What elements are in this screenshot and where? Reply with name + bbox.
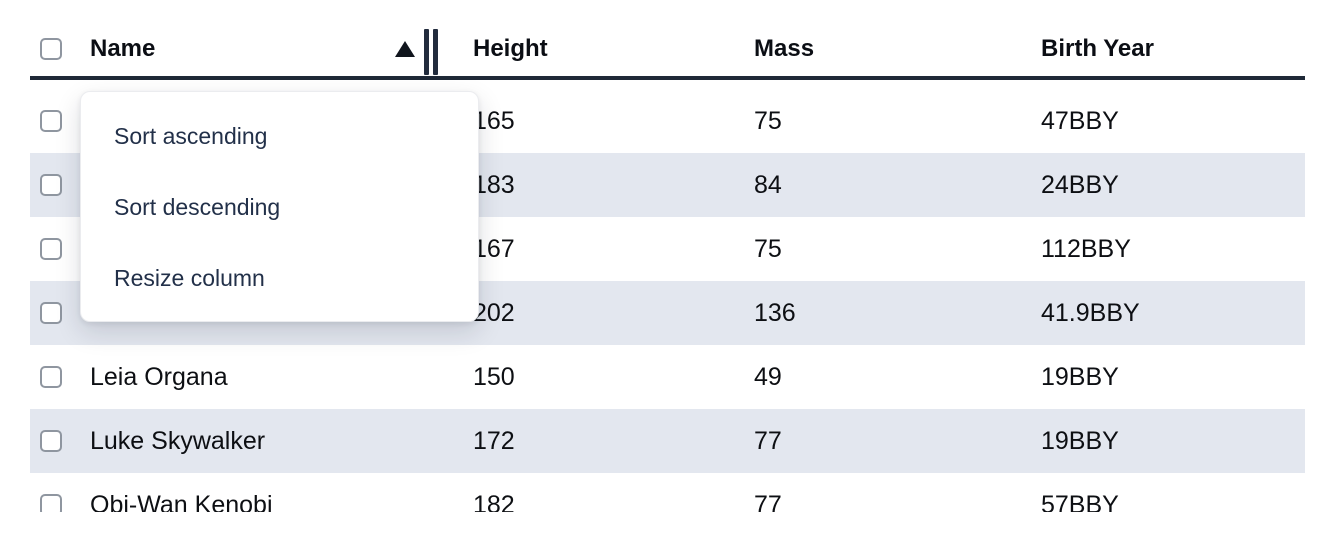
cell-mass: 75 — [754, 234, 782, 263]
cell-birth-year: 19BBY — [1041, 362, 1119, 391]
cell-mass: 75 — [754, 106, 782, 135]
cell-name: Luke Skywalker — [90, 426, 266, 455]
row-checkbox-cell — [30, 366, 90, 388]
cell-name: Leia Organa — [90, 362, 228, 391]
row-checkbox-cell — [30, 494, 90, 512]
column-context-menu: Sort ascending Sort descending Resize co… — [80, 91, 479, 322]
row-checkbox[interactable] — [40, 430, 62, 452]
cell-height: 182 — [473, 490, 515, 513]
cell-height: 202 — [473, 298, 515, 327]
cell-name: Obi-Wan Kenobi — [90, 490, 273, 513]
column-header-name[interactable]: Name — [90, 22, 473, 76]
column-header-birth-year[interactable]: Birth Year — [1041, 35, 1154, 62]
cell-mass: 49 — [754, 362, 782, 391]
row-checkbox[interactable] — [40, 238, 62, 260]
menu-item-resize-column[interactable]: Resize column — [114, 265, 265, 291]
cell-birth-year: 19BBY — [1041, 426, 1119, 455]
column-resize-handle[interactable] — [424, 29, 438, 75]
cell-height: 150 — [473, 362, 515, 391]
header-checkbox-cell — [30, 22, 90, 76]
row-checkbox-cell — [30, 174, 90, 196]
cell-birth-year: 47BBY — [1041, 106, 1119, 135]
row-checkbox-cell — [30, 430, 90, 452]
cell-height: 172 — [473, 426, 515, 455]
column-header-height[interactable]: Height — [473, 35, 548, 62]
table-row: Leia Organa 150 49 19BBY — [30, 345, 1305, 409]
cell-birth-year: 41.9BBY — [1041, 298, 1140, 327]
menu-item-sort-ascending[interactable]: Sort ascending — [114, 123, 268, 149]
cell-mass: 77 — [754, 490, 782, 513]
cell-height: 165 — [473, 106, 515, 135]
column-header-mass[interactable]: Mass — [754, 35, 815, 62]
cell-birth-year: 112BBY — [1041, 234, 1131, 263]
row-checkbox[interactable] — [40, 366, 62, 388]
row-checkbox[interactable] — [40, 110, 62, 132]
cell-height: 183 — [473, 170, 515, 199]
row-checkbox-cell — [30, 110, 90, 132]
row-checkbox-cell — [30, 302, 90, 324]
menu-item-sort-descending[interactable]: Sort descending — [114, 194, 281, 220]
row-checkbox[interactable] — [40, 494, 62, 512]
cell-mass: 136 — [754, 298, 796, 327]
cell-height: 167 — [473, 234, 515, 263]
row-checkbox[interactable] — [40, 174, 62, 196]
select-all-checkbox[interactable] — [40, 38, 62, 60]
cell-mass: 84 — [754, 170, 782, 199]
table-header-row: Name Height Mass Birth Year — [30, 0, 1305, 80]
table-row: Luke Skywalker 172 77 19BBY — [30, 409, 1305, 473]
row-checkbox-cell — [30, 238, 90, 260]
sort-ascending-triangle-icon — [395, 41, 415, 57]
cell-mass: 77 — [754, 426, 782, 455]
cell-birth-year: 24BBY — [1041, 170, 1119, 199]
column-header-name-label: Name — [90, 35, 156, 62]
cell-birth-year: 57BBY — [1041, 490, 1119, 513]
row-checkbox[interactable] — [40, 302, 62, 324]
table-row: Obi-Wan Kenobi 182 77 57BBY — [30, 473, 1305, 512]
